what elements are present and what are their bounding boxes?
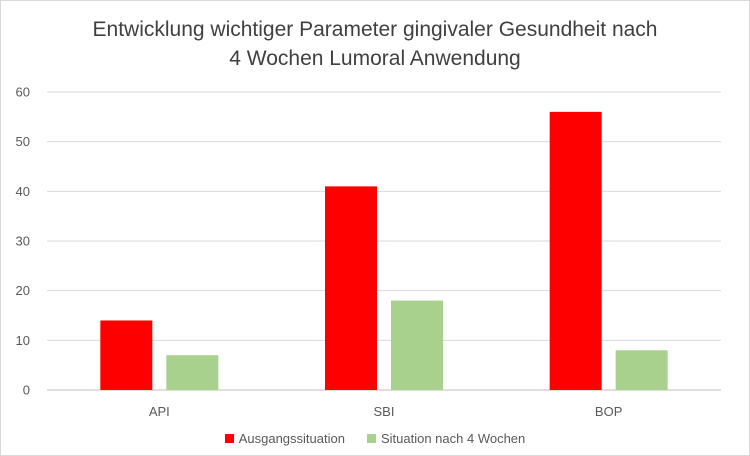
bar-bop-series-1	[549, 111, 602, 390]
y-tick-label: 60	[16, 85, 30, 100]
bar-sbi-series-1	[325, 186, 377, 390]
legend: Ausgangssituation Situation nach 4 Woche…	[1, 431, 749, 446]
y-tick-label: 50	[16, 134, 30, 149]
legend-label-after-4-weeks: Situation nach 4 Wochen	[380, 431, 526, 446]
y-tick-label: 20	[16, 283, 30, 298]
chart-title: Entwicklung wichtiger Parameter gingival…	[1, 15, 749, 73]
legend-item-after-4-weeks: Situation nach 4 Wochen	[366, 431, 526, 446]
bar-bop-series-2	[615, 350, 668, 390]
chart-title-line-1: Entwicklung wichtiger Parameter gingival…	[92, 18, 658, 41]
plot-area: 0 10 20 30 40 50 60 API SBI BOP	[16, 85, 721, 419]
chart-title-line-2: 4 Wochen Lumoral Anwendung	[229, 47, 521, 70]
bar-api-series-1	[100, 320, 153, 390]
y-tick-label: 10	[16, 333, 30, 348]
bar-api-series-2	[166, 355, 219, 390]
x-tick-label-bop: BOP	[595, 404, 622, 419]
x-tick-label-api: API	[149, 404, 170, 419]
legend-swatch-baseline	[224, 434, 234, 443]
legend-swatch-after-4-weeks	[366, 434, 376, 443]
bar-sbi-series-2	[391, 300, 443, 390]
y-tick-label: 40	[16, 184, 30, 199]
y-tick-label: 0	[23, 383, 30, 398]
y-tick-label: 30	[16, 234, 30, 249]
legend-label-baseline: Ausgangssituation	[238, 431, 345, 446]
legend-item-baseline: Ausgangssituation	[224, 431, 345, 446]
x-tick-label-sbi: SBI	[374, 404, 395, 419]
